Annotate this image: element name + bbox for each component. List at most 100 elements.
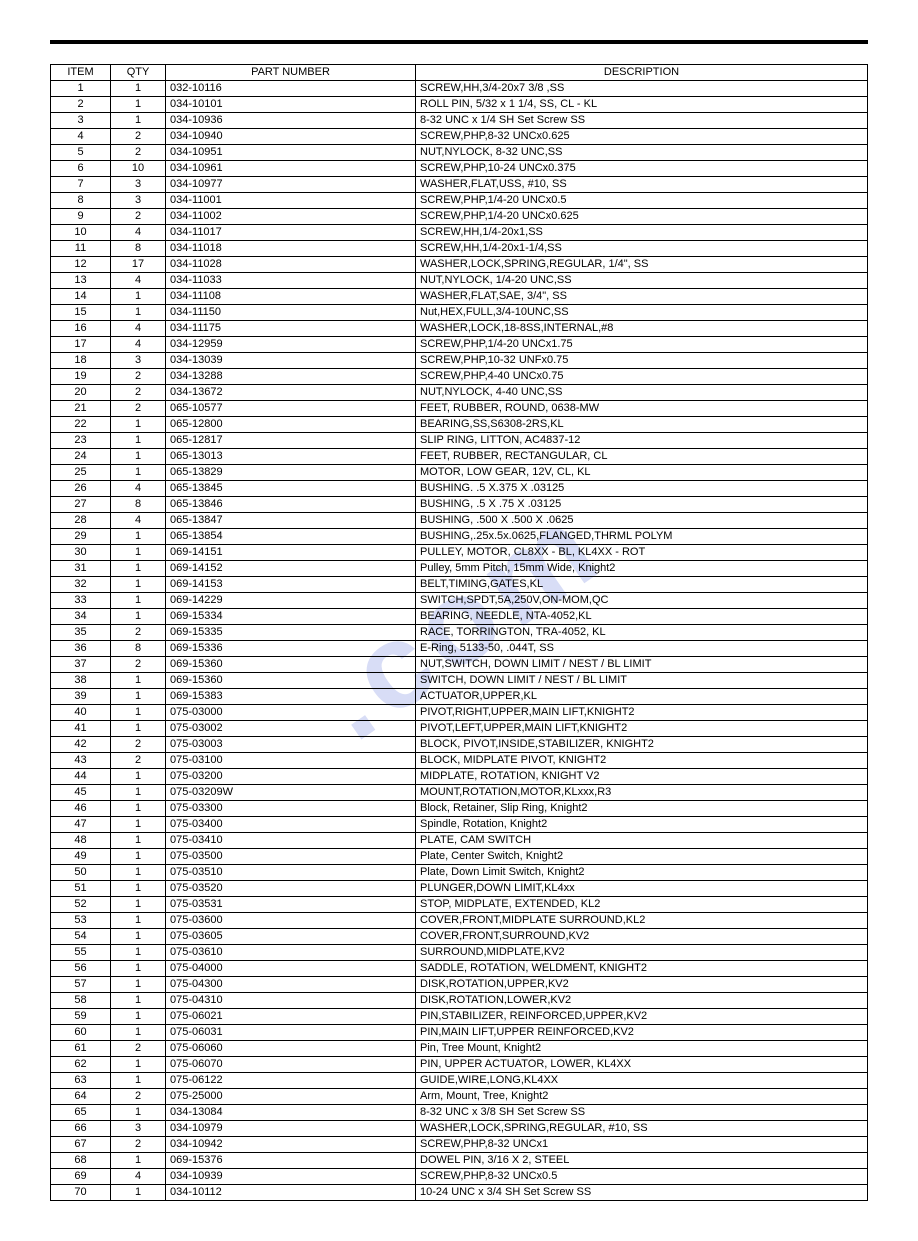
cell-part: 075-03500	[166, 849, 416, 865]
table-row: 291065-13854BUSHING,.25x.5x.0625,FLANGED…	[51, 529, 868, 545]
cell-part: 075-03610	[166, 945, 416, 961]
cell-desc: WASHER,LOCK,SPRING,REGULAR, #10, SS	[416, 1121, 868, 1137]
cell-item: 29	[51, 529, 111, 545]
table-row: 521075-03531STOP, MIDPLATE, EXTENDED, KL…	[51, 897, 868, 913]
cell-qty: 2	[111, 129, 166, 145]
cell-part: 069-15383	[166, 689, 416, 705]
cell-desc: PIN,STABILIZER, REINFORCED,UPPER,KV2	[416, 1009, 868, 1025]
cell-qty: 1	[111, 1185, 166, 1201]
cell-desc: RACE, TORRINGTON, TRA-4052, KL	[416, 625, 868, 641]
cell-desc: SCREW,HH,1/4-20x1,SS	[416, 225, 868, 241]
cell-part: 069-15336	[166, 641, 416, 657]
table-row: 441075-03200MIDPLATE, ROTATION, KNIGHT V…	[51, 769, 868, 785]
table-row: 221065-12800BEARING,SS,S6308-2RS,KL	[51, 417, 868, 433]
cell-desc: Plate, Center Switch, Knight2	[416, 849, 868, 865]
table-row: 264065-13845BUSHING. .5 X.375 X .03125	[51, 481, 868, 497]
cell-desc: Nut,HEX,FULL,3/4-10UNC,SS	[416, 305, 868, 321]
cell-part: 075-03100	[166, 753, 416, 769]
cell-part: 034-10940	[166, 129, 416, 145]
cell-item: 20	[51, 385, 111, 401]
cell-part: 065-13829	[166, 465, 416, 481]
cell-part: 075-03003	[166, 737, 416, 753]
cell-item: 36	[51, 641, 111, 657]
table-body: 11032-10116SCREW,HH,3/4-20x7 3/8 ,SS2103…	[51, 81, 868, 1201]
cell-part: 034-10101	[166, 97, 416, 113]
cell-part: 075-03200	[166, 769, 416, 785]
header-qty: QTY	[111, 65, 166, 81]
cell-part: 034-13288	[166, 369, 416, 385]
cell-qty: 8	[111, 241, 166, 257]
cell-desc: 10-24 UNC x 3/4 SH Set Screw SS	[416, 1185, 868, 1201]
cell-part: 075-06060	[166, 1041, 416, 1057]
cell-qty: 1	[111, 465, 166, 481]
cell-item: 41	[51, 721, 111, 737]
cell-item: 56	[51, 961, 111, 977]
table-row: 372069-15360NUT,SWITCH, DOWN LIMIT / NES…	[51, 657, 868, 673]
cell-qty: 2	[111, 1041, 166, 1057]
cell-qty: 3	[111, 177, 166, 193]
cell-qty: 1	[111, 1025, 166, 1041]
cell-item: 46	[51, 801, 111, 817]
cell-item: 35	[51, 625, 111, 641]
cell-item: 24	[51, 449, 111, 465]
table-row: 612075-06060Pin, Tree Mount, Knight2	[51, 1041, 868, 1057]
table-row: 672034-10942SCREW,PHP,8-32 UNCx1	[51, 1137, 868, 1153]
cell-item: 9	[51, 209, 111, 225]
cell-part: 075-03400	[166, 817, 416, 833]
cell-part: 034-11028	[166, 257, 416, 273]
cell-desc: MOTOR, LOW GEAR, 12V, CL, KL	[416, 465, 868, 481]
cell-part: 069-15360	[166, 657, 416, 673]
cell-qty: 1	[111, 81, 166, 97]
cell-desc: SWITCH, DOWN LIMIT / NEST / BL LIMIT	[416, 673, 868, 689]
cell-item: 54	[51, 929, 111, 945]
cell-item: 38	[51, 673, 111, 689]
cell-part: 075-03510	[166, 865, 416, 881]
cell-desc: PULLEY, MOTOR, CL8XX - BL, KL4XX - ROT	[416, 545, 868, 561]
cell-item: 57	[51, 977, 111, 993]
table-row: 92034-11002SCREW,PHP,1/4-20 UNCx0.625	[51, 209, 868, 225]
cell-qty: 2	[111, 737, 166, 753]
cell-item: 25	[51, 465, 111, 481]
cell-desc: Pin, Tree Mount, Knight2	[416, 1041, 868, 1057]
cell-desc: ROLL PIN, 5/32 x 1 1/4, SS, CL - KL	[416, 97, 868, 113]
cell-qty: 1	[111, 449, 166, 465]
cell-part: 069-15334	[166, 609, 416, 625]
cell-item: 11	[51, 241, 111, 257]
cell-qty: 1	[111, 817, 166, 833]
cell-item: 37	[51, 657, 111, 673]
cell-part: 069-15360	[166, 673, 416, 689]
cell-item: 53	[51, 913, 111, 929]
cell-qty: 4	[111, 321, 166, 337]
cell-item: 6	[51, 161, 111, 177]
cell-qty: 1	[111, 561, 166, 577]
cell-item: 5	[51, 145, 111, 161]
cell-item: 63	[51, 1073, 111, 1089]
cell-desc: PIN, UPPER ACTUATOR, LOWER, KL4XX	[416, 1057, 868, 1073]
cell-part: 065-13846	[166, 497, 416, 513]
table-row: 422075-03003BLOCK, PIVOT,INSIDE,STABILIZ…	[51, 737, 868, 753]
cell-desc: NUT,NYLOCK, 1/4-20 UNC,SS	[416, 273, 868, 289]
table-row: 341069-15334BEARING, NEEDLE, NTA-4052,KL	[51, 609, 868, 625]
cell-desc: PLATE, CAM SWITCH	[416, 833, 868, 849]
table-row: 663034-10979WASHER,LOCK,SPRING,REGULAR, …	[51, 1121, 868, 1137]
table-row: 1217034-11028WASHER,LOCK,SPRING,REGULAR,…	[51, 257, 868, 273]
cell-item: 67	[51, 1137, 111, 1153]
table-row: 610034-10961SCREW,PHP,10-24 UNCx0.375	[51, 161, 868, 177]
cell-qty: 2	[111, 145, 166, 161]
cell-part: 075-03209W	[166, 785, 416, 801]
cell-part: 034-11002	[166, 209, 416, 225]
cell-item: 40	[51, 705, 111, 721]
cell-desc: FEET, RUBBER, ROUND, 0638-MW	[416, 401, 868, 417]
cell-desc: BEARING,SS,S6308-2RS,KL	[416, 417, 868, 433]
cell-qty: 8	[111, 497, 166, 513]
cell-qty: 1	[111, 577, 166, 593]
table-row: 83034-11001SCREW,PHP,1/4-20 UNCx0.5	[51, 193, 868, 209]
cell-qty: 1	[111, 529, 166, 545]
table-row: 511075-03520PLUNGER,DOWN LIMIT,KL4xx	[51, 881, 868, 897]
cell-item: 17	[51, 337, 111, 353]
cell-qty: 1	[111, 961, 166, 977]
cell-part: 069-14152	[166, 561, 416, 577]
table-row: 11032-10116SCREW,HH,3/4-20x7 3/8 ,SS	[51, 81, 868, 97]
cell-desc: BUSHING, .500 X .500 X .0625	[416, 513, 868, 529]
cell-part: 034-10961	[166, 161, 416, 177]
